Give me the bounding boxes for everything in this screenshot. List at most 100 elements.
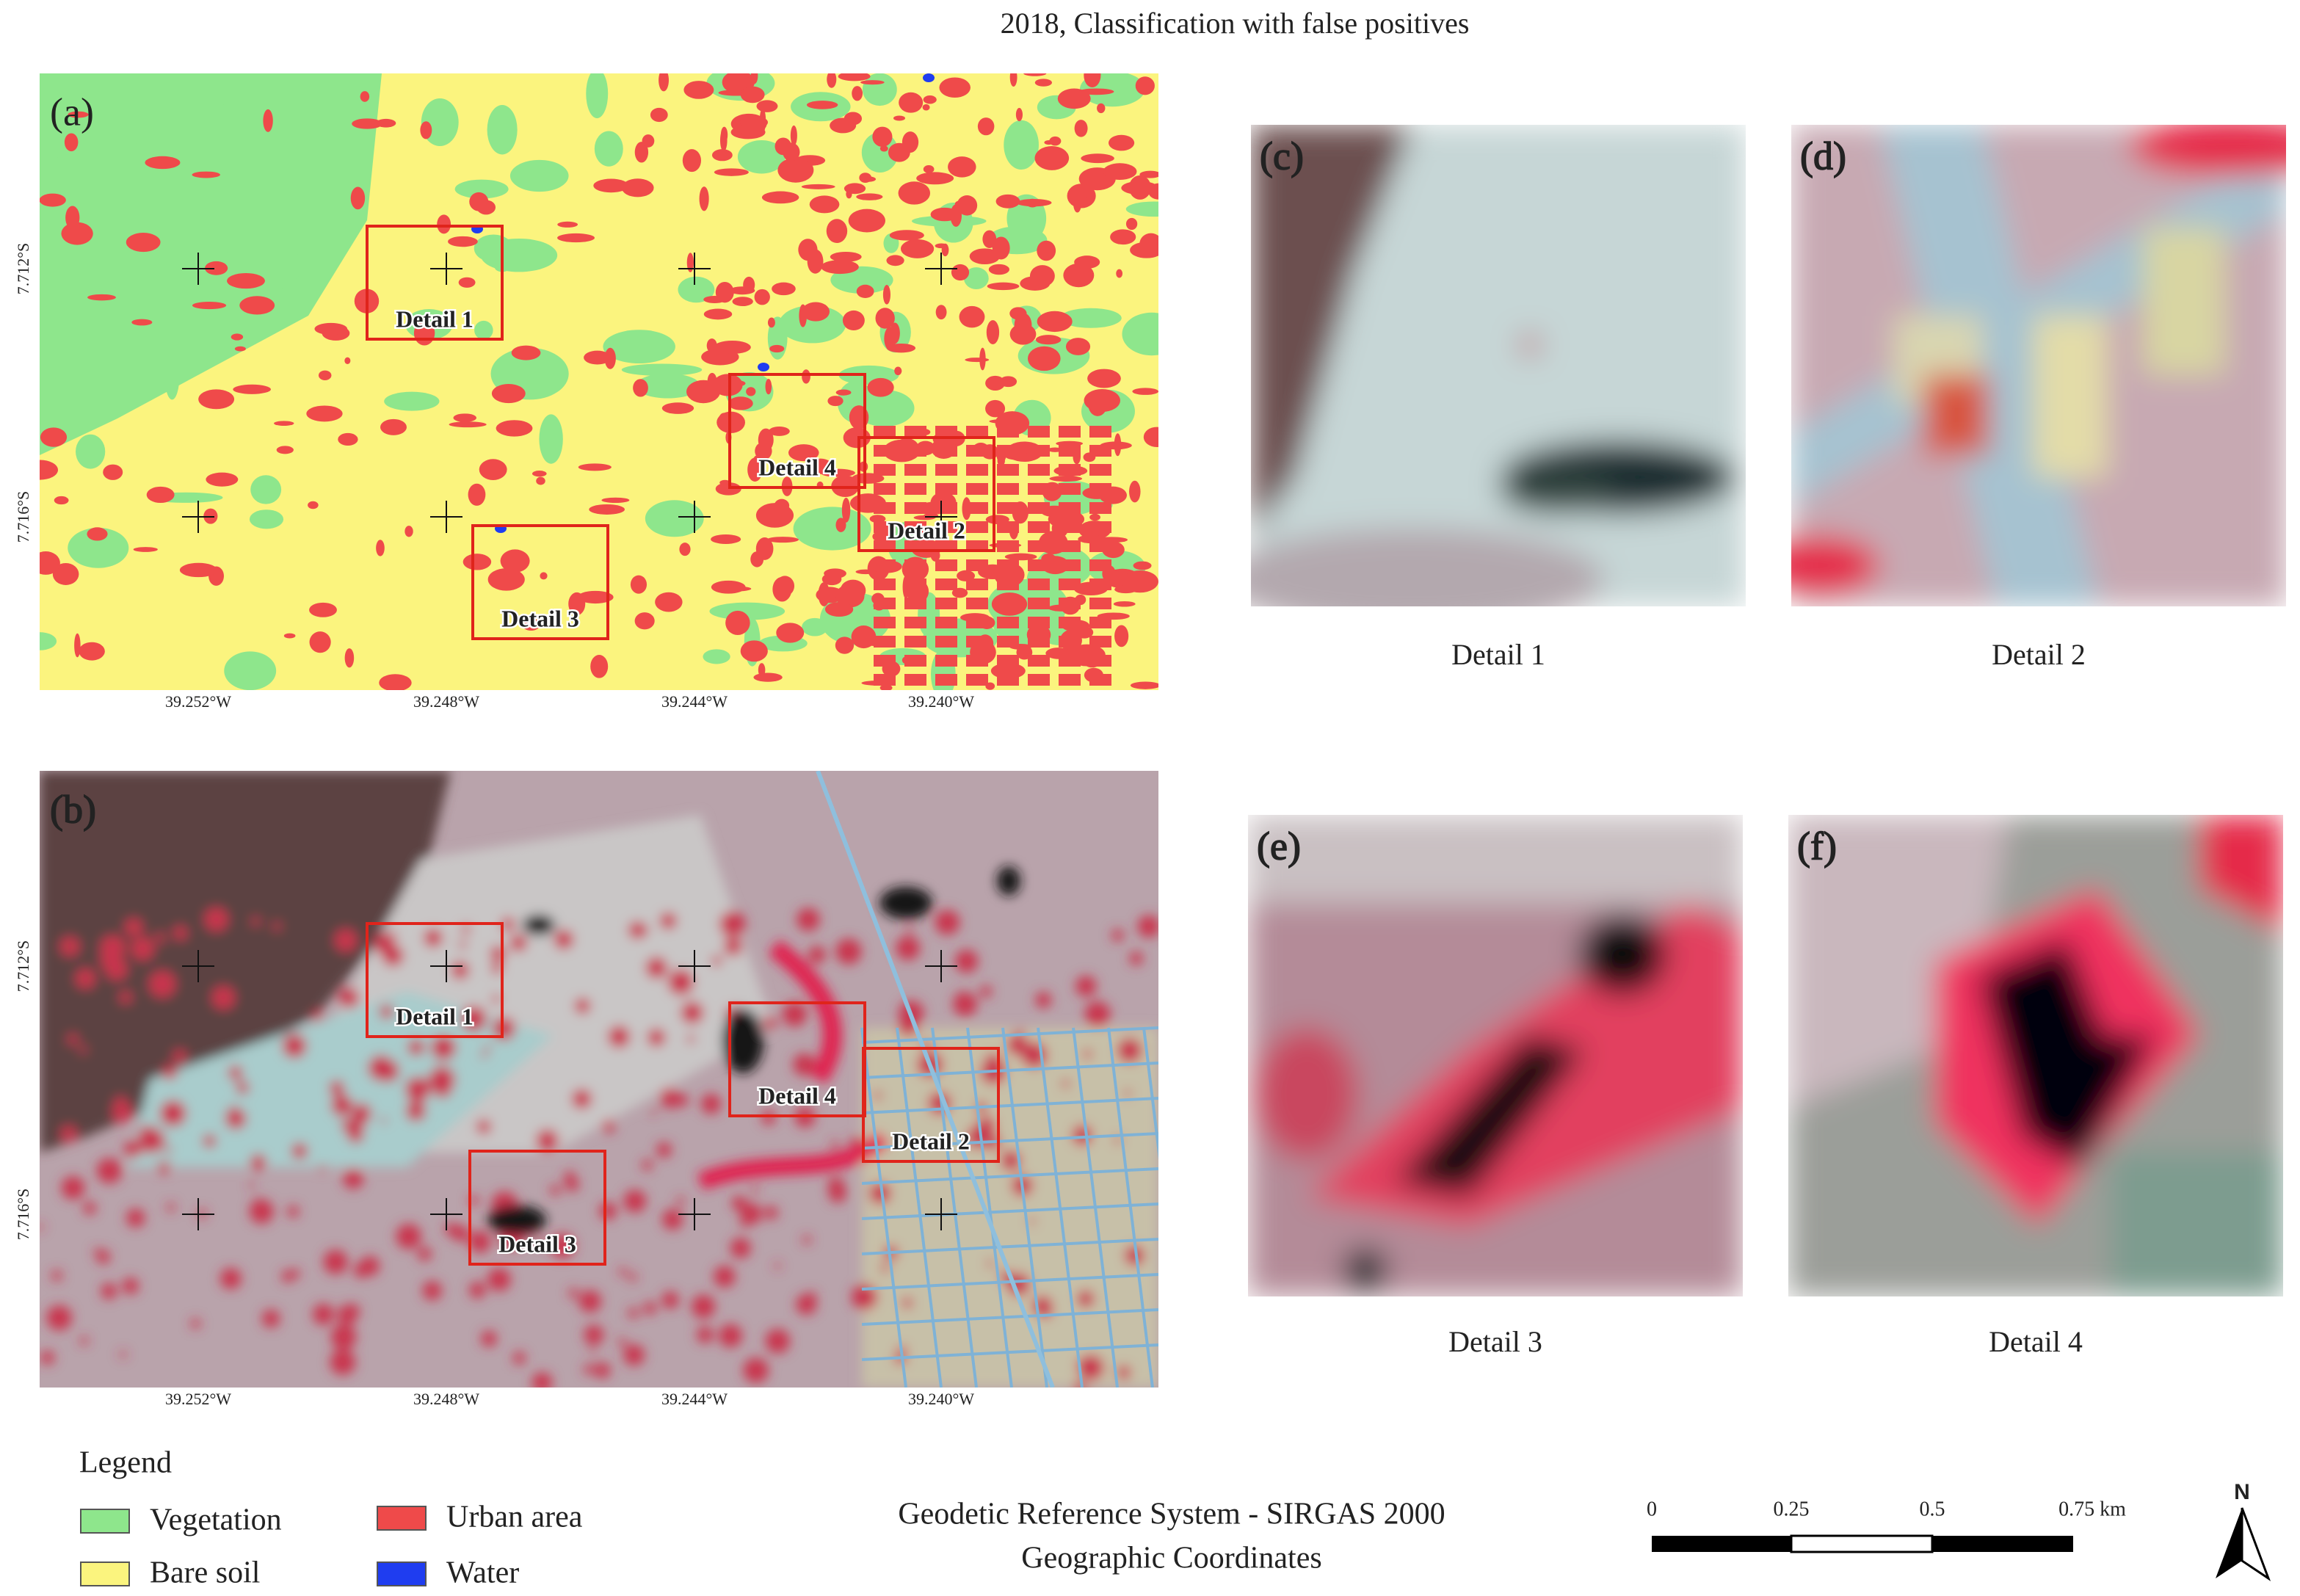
urban-patch bbox=[682, 149, 702, 173]
urban-block bbox=[935, 655, 957, 667]
image-region bbox=[1255, 1028, 1358, 1160]
red-vegetation bbox=[550, 1233, 575, 1258]
urban-block bbox=[874, 483, 896, 495]
urban-patch bbox=[714, 168, 749, 176]
legend-label: Bare soil bbox=[150, 1556, 260, 1590]
urban-block bbox=[997, 464, 1019, 476]
urban-patch bbox=[900, 239, 935, 258]
vegetation-patch bbox=[778, 305, 846, 344]
urban-patch bbox=[318, 370, 332, 380]
red-vegetation bbox=[686, 1034, 695, 1043]
latitude-label: 7.716°S bbox=[14, 1189, 32, 1241]
red-vegetation bbox=[468, 1230, 491, 1253]
urban-patch bbox=[206, 472, 239, 487]
red-vegetation bbox=[880, 1263, 890, 1273]
red-vegetation bbox=[774, 1262, 781, 1269]
image-region bbox=[1251, 529, 1603, 606]
water-body bbox=[523, 915, 555, 935]
red-vegetation bbox=[173, 1050, 187, 1064]
urban-patch bbox=[227, 273, 265, 289]
red-vegetation bbox=[1084, 1001, 1111, 1027]
street bbox=[1107, 1027, 1154, 1388]
urban-patch bbox=[634, 612, 655, 630]
detail-box bbox=[728, 373, 866, 489]
urban-block bbox=[1028, 521, 1050, 533]
urban-patch bbox=[1108, 134, 1135, 151]
vegetation-patch bbox=[621, 363, 703, 376]
red-vegetation bbox=[765, 1329, 790, 1354]
urban-patch bbox=[153, 487, 173, 498]
urban-block bbox=[997, 521, 1019, 533]
red-vegetation bbox=[1083, 1049, 1092, 1059]
red-vegetation bbox=[1114, 1136, 1122, 1145]
red-vegetation bbox=[236, 1081, 250, 1095]
urban-patch bbox=[977, 117, 995, 136]
urban-patch bbox=[753, 672, 783, 682]
graticule-cross bbox=[678, 1198, 711, 1230]
detail-box-label: Detail 4 bbox=[758, 454, 836, 480]
figure-title: 2018, Classification with false positive… bbox=[1001, 7, 1470, 40]
urban-block bbox=[935, 578, 957, 590]
red-vegetation bbox=[532, 1372, 553, 1388]
red-vegetation bbox=[1061, 1079, 1070, 1088]
urban-patch bbox=[1065, 338, 1091, 355]
urban-patch bbox=[634, 142, 649, 163]
urban-patch bbox=[835, 584, 865, 608]
red-vegetation bbox=[282, 1034, 307, 1059]
urban-block bbox=[997, 483, 1019, 495]
red-vegetation bbox=[405, 1101, 427, 1122]
panel-label: (d) bbox=[1800, 134, 1846, 178]
red-vegetation bbox=[248, 1182, 255, 1189]
red-vegetation bbox=[628, 1273, 637, 1282]
vegetation-patch bbox=[586, 73, 609, 119]
legend-label: Vegetation bbox=[150, 1503, 282, 1537]
graticule-cross bbox=[678, 950, 711, 982]
red-vegetation bbox=[599, 1202, 617, 1220]
urban-patch bbox=[338, 432, 358, 446]
urban-patch bbox=[1034, 79, 1053, 87]
image-region bbox=[1578, 914, 1666, 995]
vegetation-patch bbox=[454, 179, 509, 199]
urban-block bbox=[966, 655, 988, 667]
urban-block bbox=[966, 636, 988, 648]
detail-box bbox=[862, 1047, 1000, 1163]
urban-patch bbox=[830, 117, 857, 134]
red-vegetation bbox=[157, 1161, 170, 1174]
urban-patch bbox=[1087, 369, 1121, 388]
urban-block bbox=[1028, 464, 1050, 476]
urban-block bbox=[874, 521, 896, 533]
urban-patch bbox=[192, 171, 221, 178]
urban-patch bbox=[1097, 103, 1106, 114]
graticule-cross bbox=[182, 253, 214, 285]
urban-patch bbox=[521, 618, 541, 631]
detail-imagery bbox=[1251, 125, 1746, 606]
red-vegetation bbox=[155, 932, 165, 943]
urban-block bbox=[1059, 617, 1081, 628]
red-vegetation bbox=[417, 1247, 432, 1261]
image-region bbox=[1501, 470, 1618, 514]
north-arrow bbox=[2241, 1507, 2271, 1581]
urban-block bbox=[1089, 445, 1111, 457]
urban-patch bbox=[1081, 153, 1114, 164]
vegetation-patch bbox=[1125, 201, 1158, 217]
red-vegetation bbox=[166, 1203, 175, 1212]
urban-patch bbox=[61, 222, 93, 245]
red-vegetation bbox=[491, 962, 503, 974]
urban-patch bbox=[806, 101, 838, 109]
urban-block bbox=[874, 598, 896, 609]
urban-block bbox=[966, 464, 988, 476]
vegetation-patch bbox=[40, 150, 62, 160]
urban-patch bbox=[1116, 269, 1123, 278]
red-vegetation bbox=[40, 1223, 44, 1230]
red-vegetation bbox=[60, 1125, 77, 1142]
red-vegetation bbox=[484, 1045, 491, 1052]
red-vegetation bbox=[382, 945, 404, 967]
urban-patch bbox=[621, 178, 654, 197]
urban-patch bbox=[712, 374, 743, 396]
urban-patch bbox=[500, 549, 530, 573]
red-vegetation bbox=[568, 1288, 578, 1299]
red-vegetation bbox=[101, 1283, 117, 1299]
urban-patch bbox=[948, 156, 976, 178]
red-vegetation bbox=[607, 1125, 614, 1133]
urban-patch bbox=[916, 172, 954, 185]
